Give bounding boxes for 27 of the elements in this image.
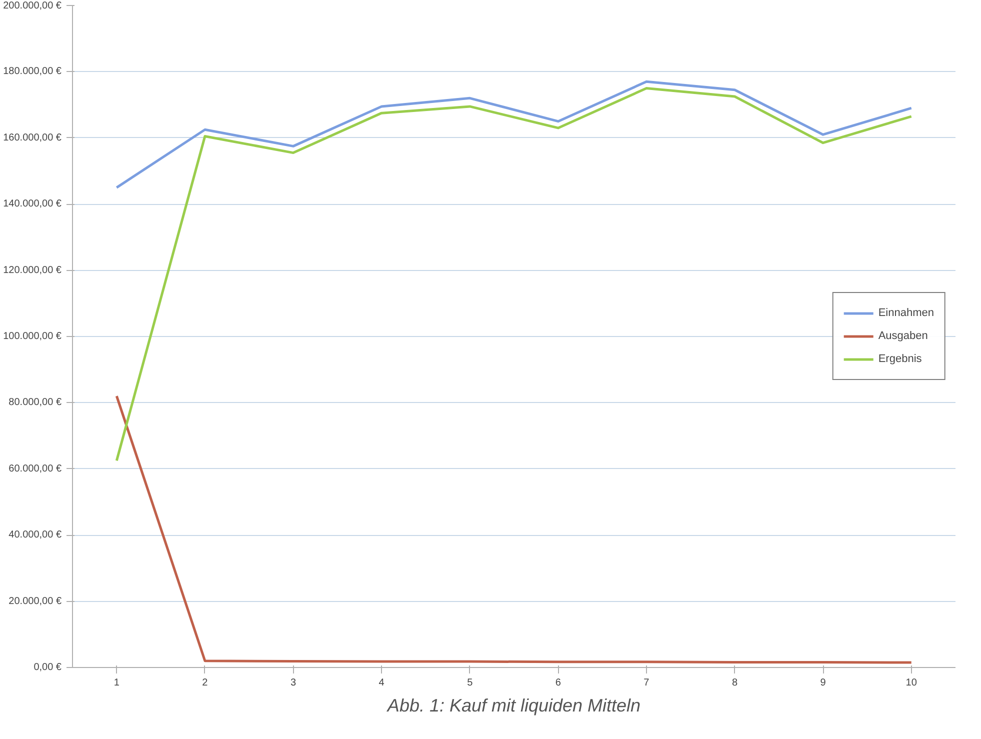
y-tick-label: 60.000,00 € <box>8 463 62 474</box>
legend-label: Ausgaben <box>878 330 928 342</box>
legend-label: Einnahmen <box>878 307 934 319</box>
y-tick-label: 140.000,00 € <box>3 198 62 210</box>
y-tick-label: 160.000,00 € <box>3 132 62 144</box>
x-tick-label: 10 <box>906 678 918 688</box>
y-tick-label: 180.000,00 € <box>3 66 62 78</box>
x-tick-label: 5 <box>467 678 474 688</box>
x-tick-label: 1 <box>114 678 120 688</box>
legend-label: Ergebnis <box>878 353 922 365</box>
y-tick-label: 20.000,00 € <box>8 596 62 607</box>
y-tick-label: 100.000,00 € <box>3 331 62 342</box>
line-series <box>115 80 913 189</box>
y-tick-label: 200.000,00 € <box>3 0 62 12</box>
line-series <box>115 394 913 664</box>
y-tick-label: 120.000,00 € <box>3 264 62 276</box>
x-tick-label: 9 <box>820 678 826 688</box>
caption: Abb. 1: Kauf mit liquiden Mitteln <box>386 696 641 716</box>
x-tick-label: 6 <box>555 678 562 688</box>
x-tick-label: 7 <box>644 678 650 688</box>
x-tick-label: 4 <box>378 678 385 688</box>
y-tick-label: 80.000,00 € <box>8 397 62 408</box>
x-tick-label: 2 <box>202 678 208 688</box>
x-tick-label: 3 <box>290 678 296 688</box>
x-tick-label: 8 <box>732 678 738 688</box>
y-tick-label: 0,00 € <box>34 662 62 673</box>
y-tick-label: 40.000,00 € <box>8 530 62 541</box>
